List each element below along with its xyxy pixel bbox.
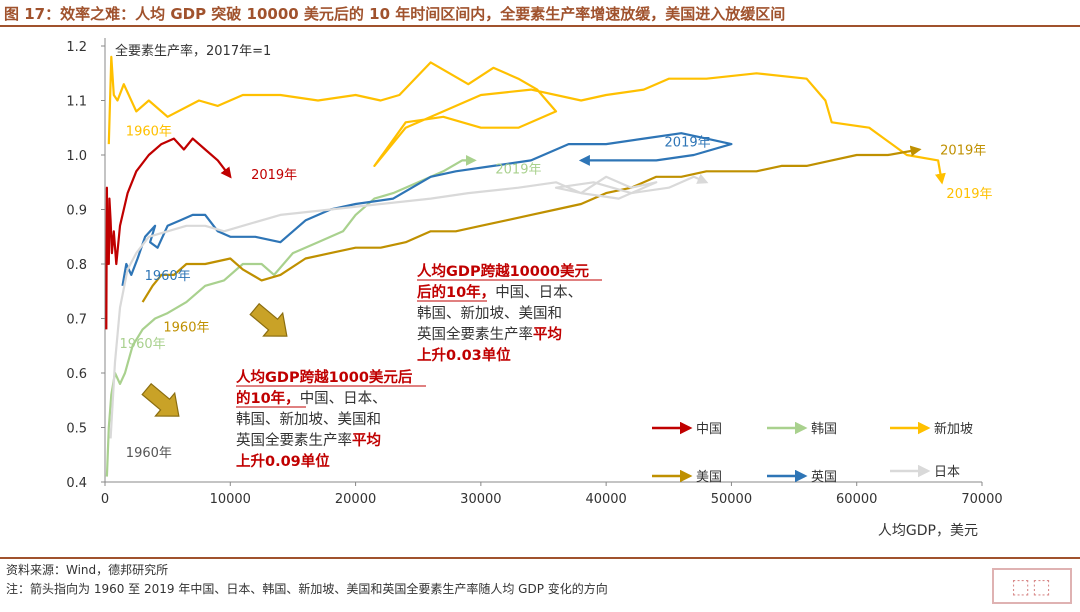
footer-rule [0, 557, 1080, 559]
annotation-line: 上升0.09单位 [236, 452, 330, 470]
annotation-line: 上升0.03单位 [417, 346, 511, 364]
y-tick-label: 0.5 [66, 422, 87, 437]
y-tick-label: 0.7 [66, 313, 87, 328]
annotation-line: 的10年，中国、日本、 [236, 389, 387, 407]
legend-label-singapore: 新加坡 [934, 421, 973, 437]
title-rule [0, 25, 1080, 27]
legend-item-china: 中国 [652, 421, 722, 437]
series-line-singapore [107, 55, 946, 185]
end-label-uk: 2019年 [665, 135, 711, 150]
trend-arrows [141, 302, 288, 417]
legend-item-korea: 韩国 [767, 421, 837, 437]
legend-item-uk: 英国 [767, 469, 837, 485]
annotation-segment: 人均GDP跨越10000美元 [417, 262, 590, 280]
trend-arrow-1000 [141, 382, 180, 417]
y-tick-label: 0.9 [66, 204, 87, 219]
source-note: 资料来源：Wind，德邦研究所 [6, 563, 169, 577]
x-tick-label: 70000 [961, 492, 1002, 507]
x-tick-label: 60000 [836, 492, 877, 507]
annotations: 人均GDP跨越1000美元后的10年，中国、日本、韩国、新加坡、美国和英国全要素… [236, 262, 602, 470]
tfp-line-chart: 0 10000 20000 30000 40000 50000 60000 70000 0.4 0… [66, 38, 1003, 539]
annotation-segment: 平均 [533, 325, 562, 343]
series-line-uk [121, 132, 733, 286]
x-tick-label: 40000 [585, 492, 626, 507]
y-axis-label: 全要素生产率，2017年=1 [115, 43, 271, 59]
annotation-line: 韩国、新加坡、美国和 [236, 411, 381, 428]
annotation-segment: 英国全要素生产率 [417, 325, 533, 343]
series-line-korea [105, 154, 477, 477]
annotation-line: 韩国、新加坡、美国和 [417, 305, 562, 322]
annotation-segment: 平均 [352, 431, 381, 449]
annotation-segment: 韩国、新加坡、美国和 [417, 305, 562, 322]
legend-label-japan: 日本 [934, 465, 960, 480]
annotation-segment: 中国、日本、 [300, 390, 387, 407]
x-axis-label: 人均GDP，美元 [878, 523, 978, 539]
series-labels: 2019年 1960年 2019年 1960年 2019年 1960年 2019年 1960年… [120, 124, 993, 461]
y-tick-label: 0.6 [66, 367, 87, 382]
legend-label-china: 中国 [696, 422, 722, 437]
y-tick-label: 1.0 [66, 149, 87, 164]
annotation-segment: 上升0.03单位 [417, 346, 511, 364]
legend-label-korea: 韩国 [811, 422, 837, 437]
trend-arrow-10000 [249, 302, 288, 337]
trend-arrow-body [141, 382, 180, 417]
y-tick-label: 0.8 [66, 258, 87, 273]
start-label-japan: 1960年 [126, 446, 172, 461]
figure-title: 图 17：效率之难：人均 GDP 突破 10000 美元后的 10 年时间区间内… [4, 5, 786, 23]
annotation-line: 人均GDP跨越1000美元后 [236, 368, 413, 386]
brand-stamp-logo: ⬚⬚ [992, 568, 1072, 604]
start-label-usa: 1960年 [163, 321, 209, 336]
annotation-ann1000: 人均GDP跨越1000美元后的10年，中国、日本、韩国、新加坡、美国和英国全要素… [236, 368, 426, 470]
annotation-segment: 上升0.09单位 [236, 452, 330, 470]
y-tick-label: 0.4 [66, 476, 87, 491]
legend-item-japan: 日本 [890, 464, 960, 480]
x-tick-label: 10000 [210, 492, 251, 507]
annotation-line: 英国全要素生产率平均 [417, 325, 562, 343]
end-label-usa: 2019年 [940, 144, 986, 159]
x-tick-label: 50000 [711, 492, 752, 507]
start-label-singapore: 1960年 [126, 124, 172, 139]
end-label-china: 2019年 [251, 168, 297, 183]
x-tick-label: 30000 [460, 492, 501, 507]
legend-label-uk: 英国 [811, 470, 837, 485]
series-line-china [105, 137, 232, 330]
y-tick-label: 1.2 [66, 40, 87, 55]
annotation-segment: 后的10年， [417, 283, 495, 301]
annotation-segment: 韩国、新加坡、美国和 [236, 411, 381, 428]
legend-item-singapore: 新加坡 [890, 421, 973, 437]
annotation-segment: 的10年， [236, 389, 300, 407]
start-label-korea: 1960年 [120, 337, 166, 352]
annotation-line: 人均GDP跨越10000美元 [417, 262, 590, 280]
end-label-korea: 2019年 [495, 163, 541, 178]
end-label-singapore: 2019年 [946, 187, 992, 202]
legend-item-usa: 美国 [652, 469, 722, 485]
annotation-segment: 英国全要素生产率 [236, 431, 352, 449]
annotation-segment: 人均GDP跨越1000美元后 [236, 368, 413, 386]
annotation-line: 后的10年，中国、日本、 [417, 283, 582, 301]
footnote: 注：箭头指向为 1960 至 2019 年中国、日本、韩国、新加坡、美国和英国全… [6, 582, 608, 596]
axes: 0 10000 20000 30000 40000 50000 60000 70000 0.4 0… [66, 38, 1003, 539]
x-tick-label: 0 [101, 492, 109, 507]
series-line-usa [141, 145, 922, 303]
annotation-ann10000: 人均GDP跨越10000美元后的10年，中国、日本、韩国、新加坡、美国和英国全要… [417, 262, 602, 364]
series-line-japan [109, 173, 709, 439]
legend-label-usa: 美国 [696, 470, 722, 485]
annotation-line: 英国全要素生产率平均 [236, 431, 381, 449]
series-lines [105, 55, 946, 477]
start-label-uk: 1960年 [145, 269, 191, 284]
y-tick-label: 1.1 [66, 95, 87, 110]
x-tick-label: 20000 [335, 492, 376, 507]
trend-arrow-body [249, 302, 288, 337]
annotation-segment: 中国、日本、 [495, 284, 582, 301]
